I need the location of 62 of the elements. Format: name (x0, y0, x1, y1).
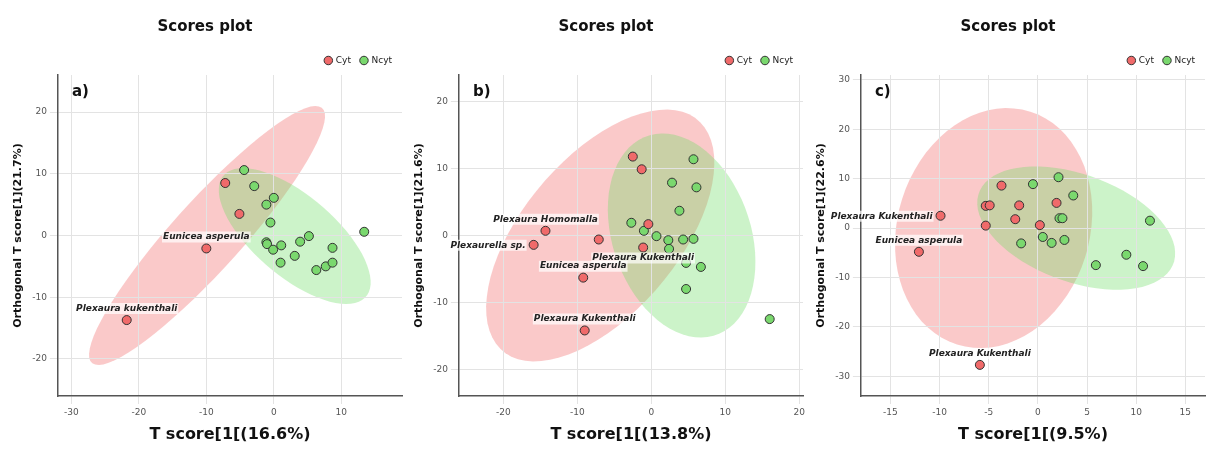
x-tick-label: -15 (882, 406, 898, 417)
y-tick-label: -20 (433, 363, 449, 374)
y-tick-label: -10 (433, 296, 449, 307)
legend-label: Cyt (335, 54, 352, 65)
x-tick-label: -20 (496, 406, 512, 417)
annotation: Plexaurella sp. (450, 239, 526, 250)
legend-label: Ncyt (772, 54, 794, 65)
y-tick-label: 20 (436, 96, 449, 107)
y-axis-title: Orthogonal T score[1](21.7%) (11, 143, 25, 328)
annotation: Plexaura Kukenthali (928, 347, 1032, 358)
x-tick-label: -30 (64, 406, 80, 417)
y-tick-label: 10 (436, 162, 449, 173)
y-tick-label: -30 (834, 370, 850, 381)
legend-label: Ncyt (1174, 54, 1196, 65)
legend-label: Cyt (1138, 54, 1155, 65)
y-tick-label: -20 (834, 321, 850, 332)
chart-title: Scores plot (558, 16, 654, 35)
x-tick-label: 10 (719, 406, 732, 417)
annotation: Eunicea asperula (540, 260, 627, 271)
x-tick-label: -10 (931, 406, 947, 417)
y-tick-label: 0 (843, 222, 850, 233)
x-tick-label: 0 (270, 406, 277, 417)
x-tick-label: 10 (1130, 406, 1142, 417)
annotation: Plexaura Homomalla (493, 213, 599, 224)
x-tick-label: 5 (1083, 406, 1090, 417)
y-tick-label: 30 (838, 74, 850, 85)
annotation: Eunicea asperula (875, 234, 962, 245)
y-tick-label: -10 (32, 291, 48, 302)
annotation: Plexaura Kukenthali (592, 252, 696, 263)
x-axis-title: T score[1[(16.6%) (149, 423, 311, 443)
x-tick-label: -5 (983, 406, 993, 417)
x-axis-title: T score[1[(13.8%) (550, 423, 712, 443)
y-tick-label: -10 (834, 271, 850, 282)
legend-label: Ncyt (371, 54, 393, 65)
x-tick-label: -10 (570, 406, 586, 417)
y-tick-label: 10 (35, 168, 48, 179)
annotation: Eunicea asperula (163, 231, 250, 242)
y-tick-label: 0 (442, 229, 449, 240)
x-tick-label: 0 (648, 406, 655, 417)
annotation: Plexaura kukenthali (76, 302, 179, 313)
y-axis-title: Orthogonal T score[1](21.6%) (412, 143, 426, 328)
x-tick-label: 20 (793, 406, 806, 417)
annotation: Plexaura Kukenthali (534, 313, 637, 324)
x-tick-label: -10 (198, 406, 214, 417)
annotation: a) (71, 82, 89, 101)
annotation: b) (473, 82, 491, 101)
y-tick-label: -20 (32, 353, 48, 364)
annotation: Plexaura Kukenthali (830, 210, 934, 221)
y-axis-title: Orthogonal T score[1](22.6%) (814, 143, 828, 328)
y-tick-label: 10 (838, 173, 850, 184)
y-tick-label: 0 (41, 229, 48, 240)
x-tick-label: 15 (1179, 406, 1191, 417)
y-tick-label: 20 (838, 123, 850, 134)
x-tick-label: -20 (131, 406, 147, 417)
legend-label: Cyt (737, 54, 753, 65)
x-tick-label: 0 (1034, 406, 1041, 417)
annotation: c) (874, 82, 891, 101)
x-axis-title: T score[1[(9.5%) (957, 423, 1108, 443)
chart-title: Scores plot (960, 16, 1056, 35)
y-tick-label: 20 (35, 106, 48, 117)
chart-title: Scores plot (157, 16, 253, 35)
x-tick-label: 10 (335, 406, 348, 417)
